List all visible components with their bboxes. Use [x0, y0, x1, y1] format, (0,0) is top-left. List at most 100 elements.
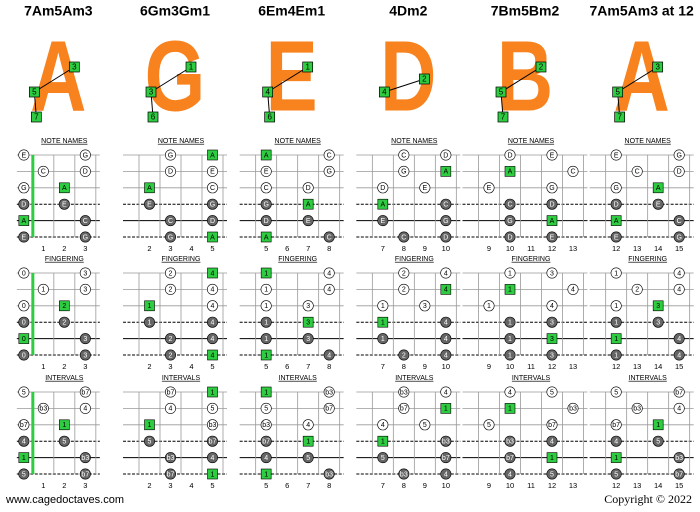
note-dot: [207, 182, 219, 194]
note-dot: [673, 452, 685, 464]
note-dot: [652, 435, 664, 447]
note-dot: [260, 316, 272, 328]
dot-label: 1: [264, 336, 268, 343]
root-dot: [207, 386, 218, 398]
shape-arrow: [617, 66, 658, 93]
note-dot: [440, 267, 452, 279]
root-dot: [610, 452, 622, 463]
dot-label: 1: [381, 320, 385, 327]
shape-box: [302, 61, 314, 73]
dot-label: D: [443, 234, 448, 241]
note-dot: [207, 215, 219, 227]
note-dot: [260, 283, 272, 295]
root-dot: [377, 435, 389, 447]
dot-label: 1: [381, 303, 385, 310]
dot-label: 1: [62, 422, 66, 429]
dot-label: 2: [635, 287, 639, 294]
fret-number: 3: [83, 481, 87, 490]
dot-label: 5: [148, 439, 152, 446]
fret-number: 9: [487, 481, 491, 490]
dot-label: G: [676, 234, 681, 241]
note-dot: [610, 149, 622, 161]
shape-box: [68, 61, 80, 73]
shape-box: [145, 86, 157, 98]
dot-label: C: [168, 218, 173, 225]
dot-label: 4: [211, 336, 215, 343]
dot-label: C: [264, 185, 269, 192]
note-dot: [398, 231, 410, 243]
dot-label: A: [306, 202, 311, 209]
root-dot: [504, 284, 516, 295]
root-dot: [440, 284, 452, 295]
dot-label: 5: [550, 471, 554, 478]
dot-label: 1: [444, 406, 448, 413]
dot-label: b7: [442, 455, 450, 462]
dot-label: b7: [209, 439, 217, 446]
dot-label: 4: [444, 320, 448, 327]
shape-number: 6: [267, 113, 272, 122]
dot-label: A: [614, 218, 619, 225]
note-dot: [323, 231, 335, 243]
dot-label: 2: [169, 270, 173, 277]
dot-label: b3: [39, 406, 47, 413]
dot-label: A: [264, 152, 269, 159]
note-dot: [302, 452, 314, 464]
note-dot: [79, 283, 91, 295]
dot-label: 1: [508, 270, 512, 277]
dot-label: G: [168, 234, 173, 241]
root-dot: [207, 149, 218, 161]
shape-box: [185, 61, 197, 73]
note-dot: [18, 300, 30, 312]
fret-number: 13: [633, 481, 641, 490]
dot-label: b3: [325, 471, 333, 478]
dot-label: b3: [167, 455, 175, 462]
note-dot: [79, 468, 91, 480]
note-dot: [546, 198, 558, 210]
note-dot: [440, 435, 452, 447]
fret-number: 2: [147, 244, 151, 253]
section-label: INTERVALS: [395, 375, 434, 382]
note-dot: [207, 300, 219, 312]
shape-box: [497, 111, 509, 123]
dot-label: 5: [62, 439, 66, 446]
column-title: 6Gm3Gm1: [140, 3, 210, 19]
dot-label: D: [83, 169, 88, 176]
note-dot: [207, 435, 219, 447]
dot-label: A: [147, 185, 152, 192]
dot-label: A: [210, 152, 215, 159]
dot-label: G: [507, 218, 512, 225]
note-dot: [546, 349, 558, 361]
note-dot: [398, 386, 410, 398]
note-dot: [18, 419, 30, 431]
dot-label: 1: [41, 287, 45, 294]
note-dot: [631, 165, 643, 177]
fret-number: 15: [675, 244, 683, 253]
note-dot: [79, 267, 91, 279]
dot-label: 4: [264, 455, 268, 462]
section-label: INTERVALS: [279, 375, 318, 382]
note-dot: [165, 283, 177, 295]
dot-label: 1: [614, 270, 618, 277]
note-dot: [79, 333, 91, 345]
note-dot: [440, 349, 452, 361]
fret-number: 8: [327, 362, 331, 371]
dot-label: 1: [264, 389, 268, 396]
dot-label: 1: [148, 422, 152, 429]
dot-label: E: [306, 218, 311, 225]
dot-label: 4: [211, 455, 215, 462]
column-title: 7Bm5Bm2: [491, 3, 560, 19]
note-dot: [18, 435, 30, 447]
fret-number: 2: [62, 481, 66, 490]
fret-number: 13: [569, 362, 577, 371]
note-dot: [440, 198, 452, 210]
fret-number: 12: [548, 481, 556, 490]
note-dot: [483, 182, 495, 194]
dot-label: 1: [264, 320, 268, 327]
note-dot: [37, 165, 49, 177]
dot-label: G: [83, 234, 88, 241]
dot-label: G: [168, 152, 173, 159]
dot-label: b7: [548, 422, 556, 429]
note-dot: [398, 349, 410, 361]
dot-label: C: [401, 152, 406, 159]
note-dot: [673, 149, 685, 161]
